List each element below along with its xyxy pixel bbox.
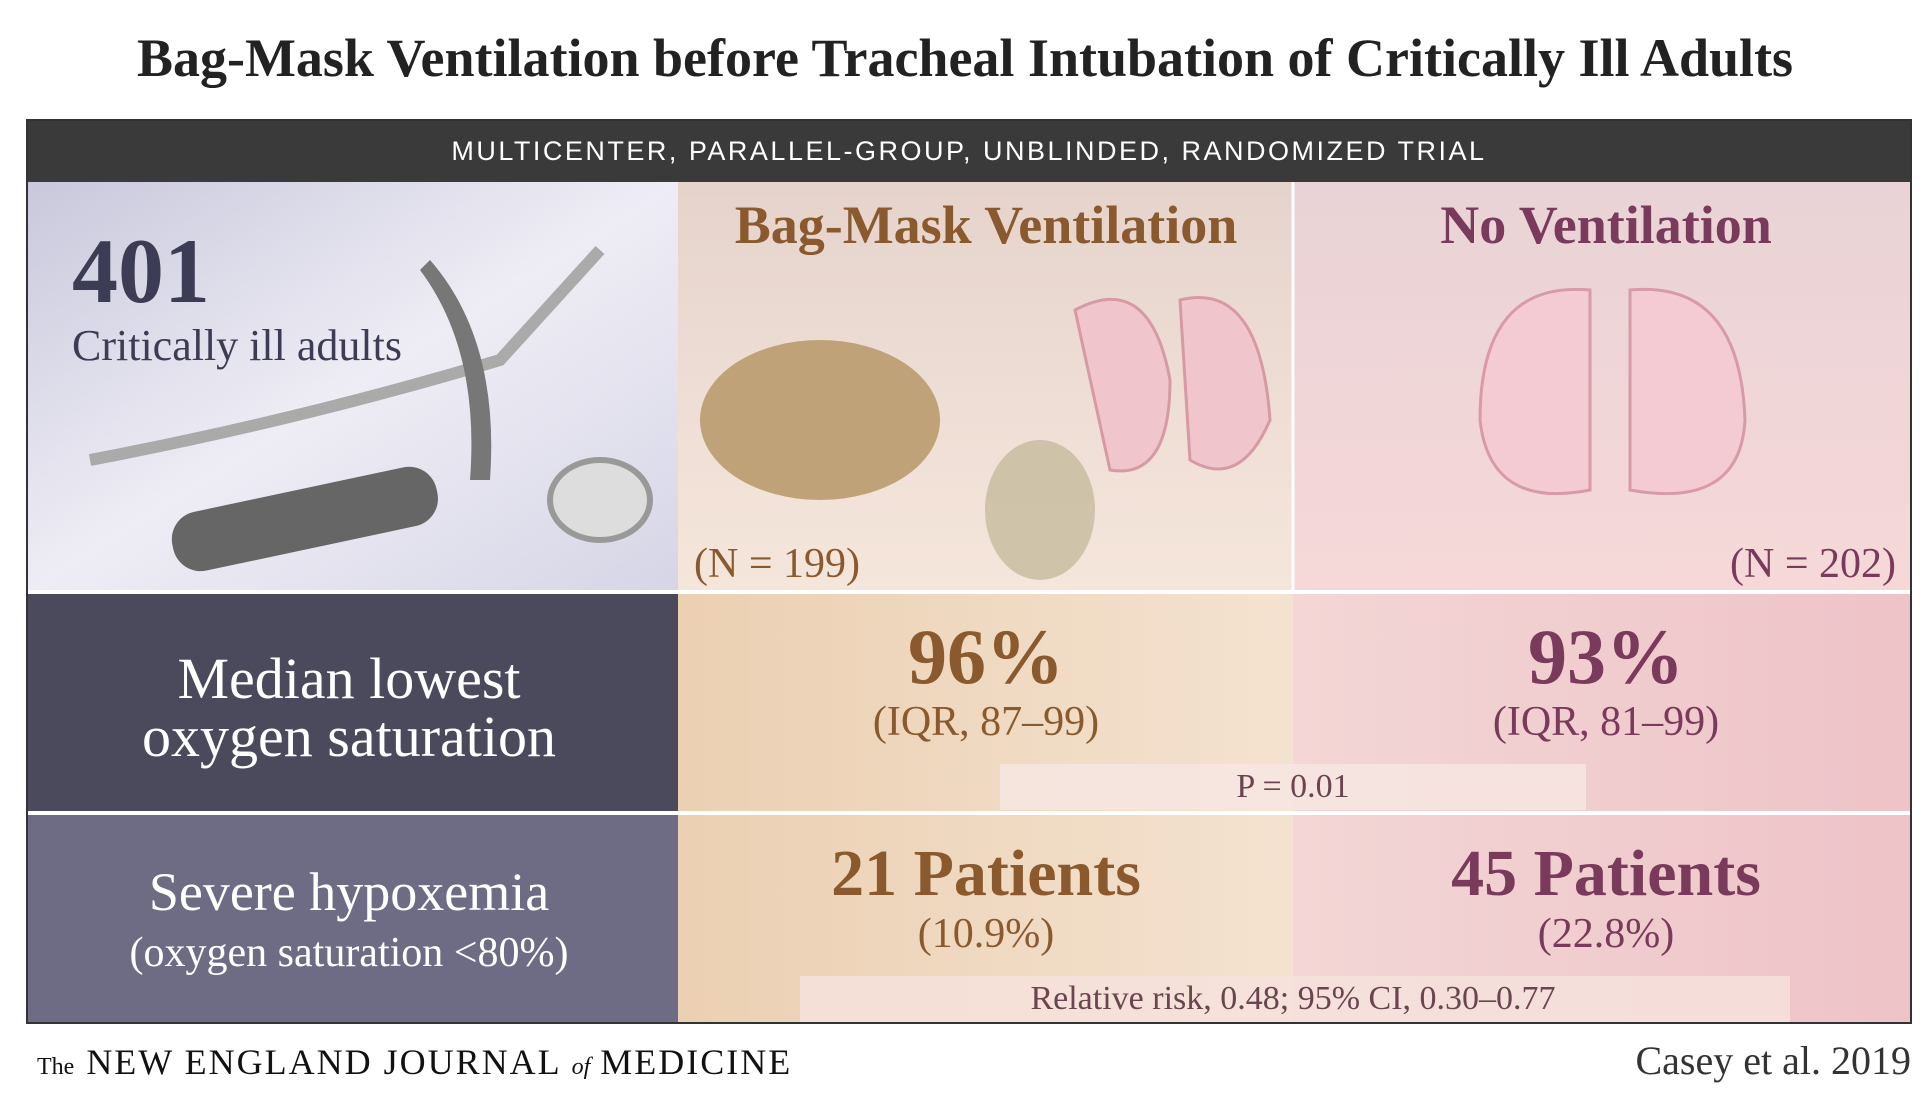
group-name: Bag-Mask Ventilation	[735, 195, 1238, 255]
noventilation-panel	[1293, 182, 1911, 590]
outcome-label: oxygen saturation	[142, 704, 556, 769]
banner-text: MULTICENTER, PARALLEL-GROUP, UNBLINDED, …	[451, 136, 1486, 166]
journal-part: MEDICINE	[600, 1042, 792, 1082]
citation: Casey et al. 2019	[1636, 1038, 1912, 1083]
bag-illustration	[700, 296, 1272, 580]
outcome-value: 93%	[1528, 613, 1684, 700]
journal: The NEW ENGLAND JOURNAL of MEDICINE	[37, 1042, 792, 1082]
population-count: 401	[72, 220, 210, 322]
group-n: (N = 199)	[694, 541, 860, 587]
banner	[27, 120, 1911, 182]
outcome-percent: (22.8%)	[1538, 911, 1674, 957]
frame	[26, 119, 1912, 1024]
lungs-illustration	[1478, 287, 1747, 496]
population-label: Critically ill adults	[72, 321, 402, 370]
outcome-iqr: (IQR, 87–99)	[873, 699, 1099, 745]
journal-part: of	[572, 1054, 594, 1080]
outcome-label-cell	[27, 594, 708, 811]
outcome-value: 96%	[908, 613, 1064, 700]
outcome-percent: (10.9%)	[918, 911, 1054, 957]
journal-part: NEW ENGLAND JOURNAL	[86, 1042, 561, 1082]
laryngoscope	[88, 245, 653, 572]
journal-part: The	[37, 1054, 74, 1080]
title: Bag-Mask Ventilation before Tracheal Int…	[137, 28, 1793, 88]
outcome-sublabel: (oxygen saturation <80%)	[130, 930, 569, 976]
group-name: No Ventilation	[1440, 195, 1772, 255]
relative-risk: Relative risk, 0.48; 95% CI, 0.30–0.77	[1030, 980, 1555, 1017]
outcome-label: Severe hypoxemia	[149, 862, 549, 922]
outcome-value: 45 Patients	[1451, 837, 1761, 910]
stat-band	[1000, 764, 1586, 810]
stat-band	[800, 976, 1790, 1022]
outcome-value: 21 Patients	[831, 837, 1141, 910]
outcome-iqr: (IQR, 81–99)	[1493, 699, 1719, 745]
outcome-label: Median lowest	[177, 646, 520, 711]
group-n: (N = 202)	[1730, 541, 1896, 587]
outcome-label-cell	[27, 815, 708, 1023]
p-value: P = 0.01	[1236, 768, 1349, 805]
